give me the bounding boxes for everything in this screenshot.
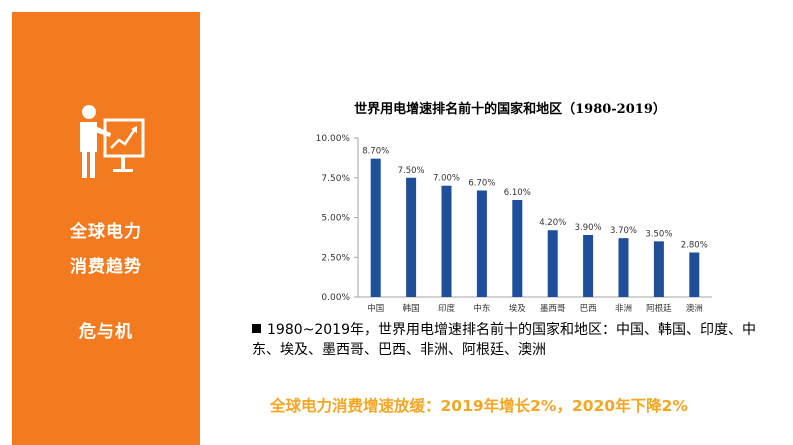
category-label: 韩国 — [403, 303, 420, 314]
bar — [548, 230, 558, 297]
sidebar-title-line2: 消费趋势 — [12, 252, 200, 277]
y-tick-label: 10.00% — [316, 134, 351, 144]
category-label: 阿根廷 — [646, 303, 672, 314]
bar — [406, 178, 416, 297]
category-label: 中国 — [367, 303, 384, 314]
bar — [619, 238, 629, 297]
chart-bars — [371, 159, 700, 297]
highlight-text: 全球电力消费增速放缓：2019年增长2%，2020年下降2% — [270, 394, 770, 416]
bar — [371, 159, 381, 297]
bar-value-label: 3.70% — [610, 226, 637, 236]
sidebar-title-line1: 全球电力 — [12, 217, 200, 242]
bar-value-label: 8.70% — [362, 147, 389, 157]
y-tick-label: 7.50% — [321, 174, 350, 184]
y-tick-label: 2.50% — [321, 253, 350, 263]
bar-value-label: 4.20% — [539, 218, 566, 228]
chart-title: 世界用电增速排名前十的国家和地区（1980-2019） — [300, 98, 720, 117]
category-label: 巴西 — [580, 304, 597, 314]
bar — [689, 252, 699, 297]
bar-value-label: 3.50% — [645, 229, 672, 239]
bullet-square-icon — [252, 324, 261, 333]
category-label: 印度 — [438, 303, 456, 314]
bar-value-label: 7.00% — [433, 174, 460, 184]
category-label: 澳洲 — [686, 303, 703, 314]
bar-value-label: 6.70% — [468, 178, 495, 188]
bar-value-label: 2.80% — [681, 240, 708, 250]
y-tick-label: 0.00% — [321, 293, 350, 303]
category-label: 墨西哥 — [540, 304, 566, 314]
category-label: 埃及 — [509, 303, 527, 314]
bar — [512, 200, 522, 297]
presenter-chart-icon — [77, 102, 147, 182]
category-label: 非洲 — [615, 303, 632, 314]
bar — [654, 241, 664, 297]
category-label: 中东 — [473, 303, 490, 314]
bar-value-label: 7.50% — [398, 166, 425, 176]
bar — [583, 235, 593, 297]
bar — [477, 190, 487, 297]
bar-chart: 0.00% 2.50% 5.00% 7.50% 10.00% 8.70% 中国 7.50% 韩… — [300, 120, 720, 320]
left-panel: 全球电力 消费趋势 危与机 — [12, 12, 200, 445]
caption-text: 1980~2019年，世界用电增速排名前十的国家和地区：中国、韩国、印度、中东、… — [252, 322, 756, 358]
bar-value-label: 6.10% — [504, 188, 531, 198]
sidebar-subtitle: 危与机 — [12, 317, 200, 342]
bar — [442, 186, 452, 297]
bar-value-label: 3.90% — [575, 223, 602, 233]
y-tick-label: 5.00% — [321, 214, 350, 224]
chart-caption: 1980~2019年，世界用电增速排名前十的国家和地区：中国、韩国、印度、中东、… — [252, 320, 772, 360]
